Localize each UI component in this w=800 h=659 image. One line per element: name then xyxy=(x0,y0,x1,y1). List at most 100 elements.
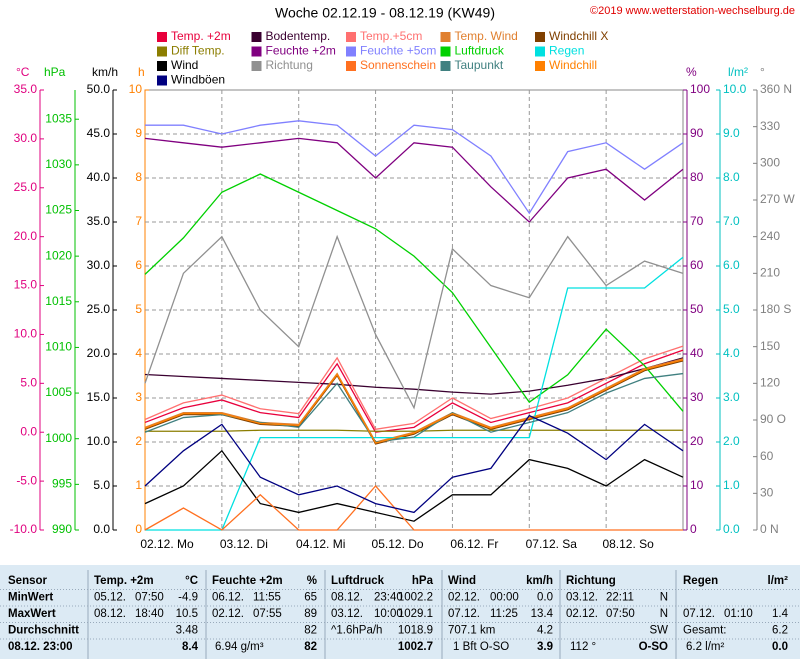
y-tick-label: 40 xyxy=(690,346,704,360)
table-cell: 82 xyxy=(304,641,317,653)
y-tick-label: 0 N xyxy=(760,522,779,536)
y-tick-label: 1000 xyxy=(45,431,72,445)
y-tick-label: 90 xyxy=(690,126,704,140)
series-line xyxy=(144,359,684,444)
y-tick-label: 45.0 xyxy=(87,126,111,140)
series-line xyxy=(144,345,684,431)
table-cell: 11:25 xyxy=(490,608,518,620)
x-tick-label: 06.12. Fr xyxy=(450,537,498,551)
y-tick-label: 10 xyxy=(690,478,704,492)
y-tick-label: 20.0 xyxy=(87,346,111,360)
y-tick-label: 20.0 xyxy=(14,229,38,243)
table-cell: 07:55 xyxy=(253,608,282,620)
series-line xyxy=(144,349,684,433)
legend-label: Richtung xyxy=(266,58,313,72)
table-cell: 22:11 xyxy=(606,592,634,604)
x-tick-label: 07.12. Sa xyxy=(526,537,578,551)
table-cell: 89 xyxy=(304,608,317,620)
legend-swatch xyxy=(535,46,545,57)
x-tick-label: 05.12. Do xyxy=(372,537,424,551)
table-cell: Luftdruck xyxy=(331,575,385,587)
y-tick-label: 60 xyxy=(690,258,704,272)
y-tick-label: 10.0 xyxy=(723,82,747,96)
table-cell: MaxWert xyxy=(8,608,56,620)
y-tick-label: 1.0 xyxy=(723,478,740,492)
legend-label: Windchill xyxy=(549,58,597,72)
legend-label: Taupunkt xyxy=(455,58,504,72)
legend-label: Wind xyxy=(171,58,198,72)
table-cell: 18:40 xyxy=(135,608,164,620)
y-tick-label: 0.0 xyxy=(20,424,37,438)
y-tick-label: 30 xyxy=(690,390,704,404)
series-line xyxy=(145,429,683,432)
y-tick-label: 30 xyxy=(760,486,774,500)
table-cell: 07.12. xyxy=(448,608,480,620)
legend-swatch xyxy=(157,46,167,57)
table-cell: 1002.2 xyxy=(398,592,433,604)
y-tick-label: 25.0 xyxy=(14,180,38,194)
table-cell: 07.12. xyxy=(683,608,715,620)
y-tick-label: 360 N xyxy=(760,82,792,96)
table-cell: 3.48 xyxy=(176,625,198,637)
y-tick-label: 4 xyxy=(135,346,142,360)
table-cell: 82 xyxy=(304,625,317,637)
table-cell: SW xyxy=(649,625,668,637)
y-tick-label: 330 xyxy=(760,119,780,133)
y-tick-label: 70 xyxy=(690,214,704,228)
y-tick-label: 5.0 xyxy=(723,302,740,316)
table-cell: 6.94 g/m³ xyxy=(215,641,264,653)
y-tick-label: 6 xyxy=(135,258,142,272)
table-cell: 11:55 xyxy=(253,592,281,604)
y-tick-label: 10.0 xyxy=(87,434,111,448)
legend-swatch xyxy=(157,61,167,71)
legend-swatch xyxy=(535,32,545,42)
table-cell: 08.12. xyxy=(94,608,126,620)
table-cell: 03.12. xyxy=(331,608,363,620)
legend-swatch xyxy=(251,32,262,42)
y-tick-label: 1 xyxy=(135,478,142,492)
legend-swatch xyxy=(251,46,262,57)
y-tick-label: 240 xyxy=(760,229,780,243)
y-tick-label: 990 xyxy=(52,522,72,536)
series-line xyxy=(144,173,684,412)
y-tick-label: 210 xyxy=(760,266,780,280)
series-line xyxy=(144,357,684,395)
table-cell: O-SO xyxy=(639,641,668,653)
axis-unit: % xyxy=(686,65,697,79)
y-tick-label: 35.0 xyxy=(14,82,38,96)
y-tick-label: 1005 xyxy=(45,385,72,399)
y-tick-label: 3.0 xyxy=(723,390,740,404)
y-tick-label: 4.0 xyxy=(723,346,740,360)
y-tick-label: 1020 xyxy=(45,248,72,262)
y-tick-label: 8.0 xyxy=(723,170,740,184)
x-tick-label: 04.12. Mi xyxy=(296,537,345,551)
legend-label: Luftdruck xyxy=(455,44,505,58)
legend-swatch xyxy=(346,46,356,57)
y-tick-label: 1015 xyxy=(45,294,72,308)
legend-label: Temp. +2m xyxy=(171,29,231,43)
y-tick-label: 270 W xyxy=(760,192,795,206)
table-cell: 1002.7 xyxy=(398,641,433,653)
table-cell: 23:40 xyxy=(374,592,403,604)
legend-label: Windböen xyxy=(171,73,225,87)
table-cell: 03.12. xyxy=(566,592,598,604)
y-tick-label: 25.0 xyxy=(87,302,111,316)
table-cell: km/h xyxy=(526,575,553,587)
table-cell: 05.12. xyxy=(94,592,126,604)
axis-unit: km/h xyxy=(92,65,118,79)
table-bg xyxy=(0,565,800,659)
table-cell: 13.4 xyxy=(531,608,554,620)
y-tick-label: 1035 xyxy=(45,111,72,125)
legend-swatch xyxy=(440,61,451,71)
table-cell: Gesamt: xyxy=(683,625,726,637)
y-tick-label: 10 xyxy=(129,82,143,96)
y-tick-label: 30.0 xyxy=(14,131,38,145)
legend-label: Regen xyxy=(549,44,584,58)
axis-unit: hPa xyxy=(44,65,66,79)
table-cell: % xyxy=(307,575,317,587)
y-tick-label: 90 O xyxy=(760,412,786,426)
y-tick-label: 0 xyxy=(135,522,142,536)
axis-unit: l/m² xyxy=(728,65,748,79)
table-cell: ^1.6hPa/h xyxy=(331,625,382,637)
y-tick-label: 30.0 xyxy=(87,258,111,272)
